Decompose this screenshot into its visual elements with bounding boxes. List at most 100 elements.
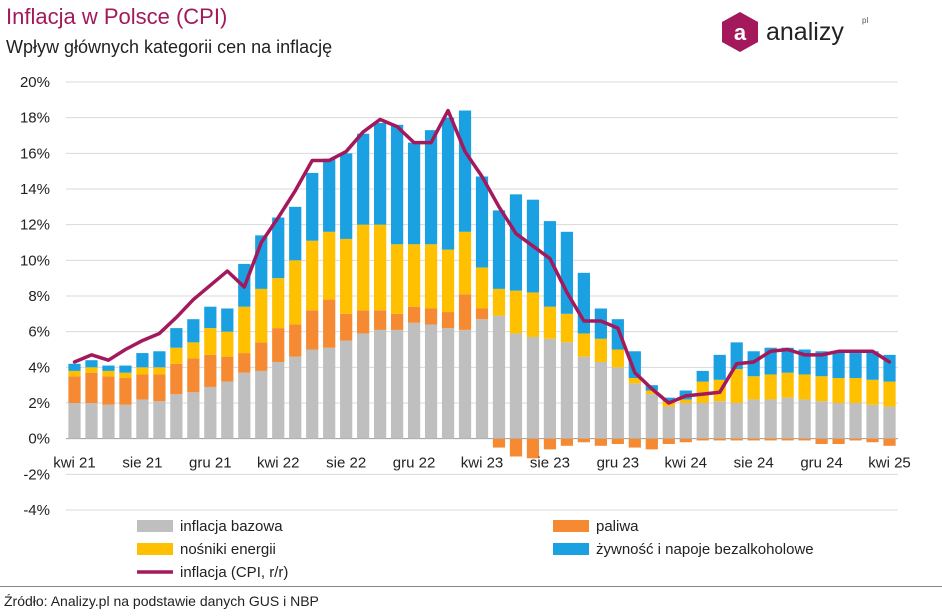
bar-segment-zywnosc [781,347,794,373]
bar-segment-zywnosc [832,351,845,379]
bar-segment-zywnosc [272,217,285,279]
bar-segment-zywnosc [509,194,523,291]
cpi-line-layer [72,108,892,405]
bar-segment-bazowa [221,381,234,439]
bar-segment-energia [679,399,692,403]
bar-segment-energia [357,224,370,311]
bar-segment-paliwa [832,438,845,445]
bar-segment-zywnosc [119,365,132,373]
bar-segment-paliwa [747,438,760,441]
bar-segment-zywnosc [458,110,472,232]
bar-segment-energia [815,376,828,402]
bar-segment-bazowa [289,356,302,439]
bar-segment-bazowa [509,333,523,439]
bar-segment-paliwa [272,328,285,362]
bar-segment-bazowa [374,329,387,439]
source-divider [0,586,942,587]
bar-segment-energia [221,331,234,357]
bar-segment-bazowa [238,372,251,439]
bar-segment-zywnosc [424,130,438,245]
bar-segment-paliwa [475,308,489,320]
x-axis-labels: kwi 21 sie 21 gru 21 kwi 22 sie 22 gru 22 kwi … [53,455,911,472]
x-tick-label: kwi 22 [257,455,300,472]
y-tick-label: 4% [28,359,50,376]
legend-label: nośniki energii [180,541,276,558]
bar-segment-energia [883,381,896,407]
bar-segment-paliwa [187,358,200,393]
bar-segment-energia [272,278,285,329]
y-tick-label: 14% [20,181,50,198]
bar-segment-energia [611,349,624,368]
bar-segment-paliwa [577,438,590,443]
bar-segment-paliwa [764,438,777,441]
x-tick-label: kwi 25 [868,455,911,472]
bar-segment-energia [340,238,353,314]
bar-segment-zywnosc [221,308,234,332]
bar-segment-paliwa [340,313,353,341]
bar-segment-energia [323,231,336,300]
gridlines [66,81,898,511]
bar-segment-energia [560,313,574,343]
bar-segment-zywnosc [170,328,183,348]
bar-segment-bazowa [849,403,862,439]
bar-segment-paliwa [849,438,862,441]
stacked-bars [68,110,896,459]
bar-segment-bazowa [543,338,557,439]
bar-segment-zywnosc [577,272,590,334]
bar-segment-bazowa [662,406,675,439]
x-tick-label: gru 23 [597,455,640,472]
y-axis-labels: 20% 18% 16% 14% 12% 10% 8% 6% 4% 2% 0% -2% -4% [20,74,50,519]
bar-segment-energia [119,372,132,379]
bar-segment-zywnosc [815,351,828,377]
logo-brand-suffix: pl [862,16,869,25]
bar-segment-paliwa [798,438,811,441]
bar-segment-bazowa [747,399,760,439]
bar-segment-energia [492,288,506,316]
bar-segment-zywnosc [594,308,607,339]
bar-segment-zywnosc [374,123,387,225]
bar-segment-energia [136,367,149,375]
bar-segment-energia [441,249,455,313]
bar-segment-paliwa [357,310,370,334]
legend-label: żywność i napoje bezalkoholowe [596,541,814,558]
bar-segment-bazowa [424,324,438,439]
bar-segment-zywnosc [866,351,879,380]
bar-segment-bazowa [170,394,183,439]
bar-segment-paliwa [85,372,98,403]
bar-segment-paliwa [611,438,624,445]
bar-segment-bazowa [441,328,455,439]
bar-segment-bazowa [781,397,794,439]
bar-segment-bazowa [730,403,743,439]
bar-segment-bazowa [153,401,166,439]
bar-segment-zywnosc [747,351,760,377]
legend-label: inflacja bazowa [180,518,283,535]
bar-segment-paliwa [136,374,149,400]
bar-segment-paliwa [696,438,709,441]
bar-segment-energia [696,381,709,403]
bar-segment-energia [68,370,81,377]
bar-segment-zywnosc [357,133,370,225]
bar-segment-bazowa [323,347,336,439]
bar-segment-energia [475,267,489,309]
bar-segment-bazowa [679,403,692,439]
bar-segment-bazowa [102,404,115,439]
bar-segment-energia [407,244,421,307]
legend-swatch-bazowa [137,520,173,532]
bar-segment-paliwa [323,299,336,348]
bar-segment-energia [798,374,811,400]
bar-segment-paliwa [458,294,472,330]
bar-segment-energia [781,372,794,398]
bar-segment-zywnosc [407,142,421,245]
bar-segment-zywnosc [696,370,709,382]
x-tick-label: kwi 23 [461,455,504,472]
bar-segment-energia [187,342,200,359]
legend-label: inflacja (CPI, r/r) [180,564,288,581]
bar-segment-paliwa [594,438,607,446]
chart-title: Inflacja w Polsce (CPI) [6,4,228,29]
bar-segment-paliwa [815,438,828,445]
bar-segment-bazowa [883,406,896,439]
bar-segment-zywnosc [611,319,624,350]
bar-segment-bazowa [119,404,132,439]
analizy-logo-icon: a [722,12,758,52]
x-tick-label: sie 22 [326,455,366,472]
